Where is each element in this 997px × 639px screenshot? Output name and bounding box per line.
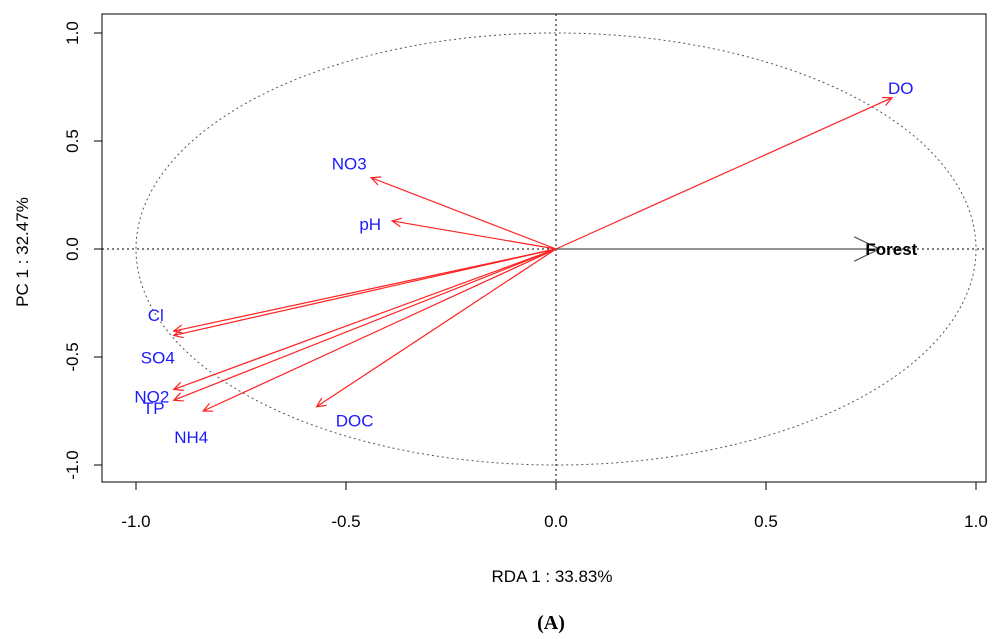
label-do: DO: [888, 79, 914, 98]
arrow-tp: [172, 248, 557, 402]
label-ph: pH: [359, 215, 381, 234]
y-tick-label: 0.5: [63, 129, 82, 153]
arrow-doc-shaft: [316, 248, 557, 408]
label-forest: Forest: [865, 240, 917, 259]
arrow-forest: [556, 236, 881, 262]
arrow-no3-head: [369, 176, 382, 186]
plot-frame: [101, 13, 987, 483]
arrow-so4: [172, 248, 557, 339]
label-cl: Cl: [148, 306, 164, 325]
arrow-no3-shaft: [370, 177, 557, 250]
arrow-do-shaft: [555, 97, 893, 250]
arrow-so4-shaft: [173, 248, 557, 336]
arrow-nh4: [201, 248, 557, 412]
arrow-do: [555, 96, 894, 250]
y-axis-title: PC 1 : 32.47%: [13, 197, 32, 307]
y-tick-label: -0.5: [63, 342, 82, 371]
y-tick-label: 1.0: [63, 21, 82, 45]
x-tick-label: 0.0: [544, 512, 568, 531]
arrow-cl-shaft: [173, 248, 557, 332]
arrow-nh4-head: [201, 402, 214, 412]
label-tp: TP: [143, 399, 165, 418]
label-no3: NO3: [332, 155, 367, 174]
arrow-no2: [172, 248, 557, 391]
panel-caption: (A): [537, 612, 565, 634]
x-tick-label: 0.5: [754, 512, 778, 531]
x-tick-label: -0.5: [331, 512, 360, 531]
unit-circle: [135, 32, 977, 466]
arrow-tp-head: [172, 392, 184, 402]
x-axis-title: RDA 1 : 33.83%: [492, 567, 613, 586]
arrow-cl: [172, 248, 557, 335]
label-no2: NO2: [134, 387, 169, 406]
arrow-cl-head: [172, 324, 184, 335]
arrow-so4-head: [172, 328, 184, 339]
arrow-ph-shaft: [392, 220, 557, 250]
label-so4: SO4: [141, 348, 175, 367]
y-axis: -1.0 -0.5 0.0 0.5 1.0: [63, 21, 102, 480]
x-axis: -1.0 -0.5 0.0 0.5 1.0: [121, 481, 988, 531]
x-tick-label: 1.0: [964, 512, 988, 531]
label-doc: DOC: [336, 412, 374, 431]
arrow-doc-head: [315, 397, 327, 408]
x-tick-label: -1.0: [121, 512, 150, 531]
y-tick-label: -1.0: [63, 450, 82, 479]
arrow-no3: [369, 176, 557, 250]
arrow-no2-shaft: [173, 248, 557, 390]
arrow-ph: [390, 217, 557, 250]
arrow-tp-shaft: [173, 248, 557, 401]
arrow-do-head: [881, 96, 894, 106]
y-tick-label: 0.0: [63, 237, 82, 261]
arrow-no2-head: [172, 381, 184, 391]
arrow-forest-head: [853, 236, 881, 262]
label-nh4: NH4: [174, 428, 208, 447]
arrow-doc: [315, 248, 557, 408]
arrow-nh4-shaft: [202, 248, 557, 412]
arrow-ph-head: [390, 217, 402, 228]
